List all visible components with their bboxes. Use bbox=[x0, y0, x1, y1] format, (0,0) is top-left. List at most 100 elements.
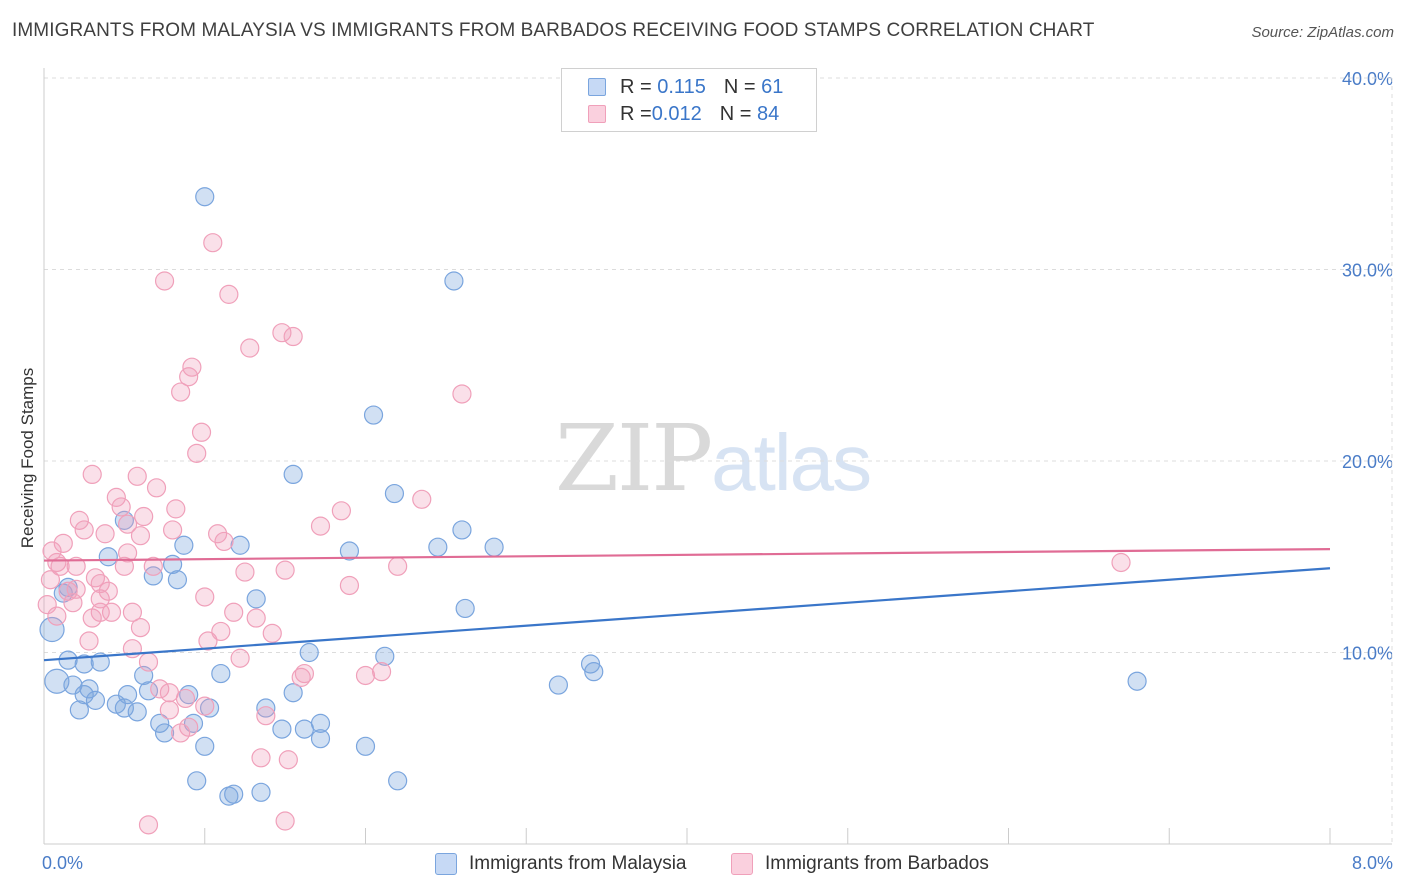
point-barbados bbox=[230, 648, 250, 668]
point-barbados bbox=[74, 520, 94, 540]
point-malaysia bbox=[428, 537, 448, 557]
point-barbados bbox=[283, 326, 303, 347]
point-malaysia bbox=[195, 187, 215, 207]
point-barbados bbox=[106, 487, 126, 507]
point-malaysia bbox=[548, 675, 569, 695]
point-barbados bbox=[272, 323, 292, 343]
point-malaysia bbox=[167, 570, 188, 590]
point-barbados bbox=[388, 556, 408, 576]
point-barbados bbox=[195, 696, 215, 716]
point-malaysia bbox=[74, 654, 94, 674]
legend-r-label: R = bbox=[620, 102, 652, 125]
point-barbados bbox=[166, 499, 186, 519]
point-malaysia bbox=[384, 483, 405, 504]
watermark-zip: ZIP bbox=[555, 405, 713, 512]
point-malaysia bbox=[283, 464, 303, 485]
point-barbados bbox=[117, 514, 138, 534]
point-barbados bbox=[134, 506, 154, 527]
source-label: Source: ZipAtlas.com bbox=[1251, 24, 1394, 41]
point-barbados bbox=[82, 608, 102, 628]
bottom-legend-label-malaysia: Immigrants from Malaysia bbox=[469, 853, 687, 874]
point-malaysia bbox=[272, 719, 292, 739]
point-barbados bbox=[214, 531, 234, 552]
point-malaysia bbox=[452, 520, 472, 540]
y-tick-label: 10.0% bbox=[1342, 644, 1393, 664]
point-barbados bbox=[69, 510, 89, 530]
point-barbados bbox=[294, 663, 315, 684]
point-barbados bbox=[98, 581, 118, 601]
point-barbados bbox=[355, 665, 376, 686]
point-malaysia bbox=[224, 784, 244, 804]
y-tick-label: 40.0% bbox=[1342, 69, 1393, 89]
point-barbados bbox=[66, 556, 86, 576]
point-barbados bbox=[256, 706, 276, 726]
x-tick-label: 0.0% bbox=[42, 853, 83, 873]
point-malaysia bbox=[90, 652, 110, 672]
bottom-legend-malaysia: Immigrants from Malaysia bbox=[435, 851, 687, 877]
point-barbados bbox=[208, 524, 228, 544]
point-malaysia bbox=[79, 679, 99, 699]
bottom-legend-swatch-barbados bbox=[731, 853, 753, 875]
point-malaysia bbox=[187, 771, 207, 791]
point-barbados bbox=[412, 489, 432, 509]
point-barbados bbox=[146, 478, 167, 498]
point-malaysia bbox=[484, 537, 504, 557]
point-barbados bbox=[122, 602, 143, 622]
point-barbados bbox=[262, 623, 282, 643]
point-malaysia bbox=[283, 683, 303, 703]
point-barbados bbox=[211, 621, 231, 642]
legend-swatch-barbados bbox=[588, 105, 606, 123]
point-barbados bbox=[95, 524, 115, 544]
point-barbados bbox=[187, 443, 207, 463]
point-malaysia bbox=[455, 598, 475, 619]
legend-swatch-malaysia bbox=[588, 78, 606, 96]
point-malaysia bbox=[1127, 671, 1147, 691]
point-barbados bbox=[275, 560, 295, 580]
legend-n-value: 84 bbox=[757, 102, 780, 125]
point-malaysia bbox=[195, 736, 215, 756]
point-malaysia bbox=[174, 535, 194, 555]
chart-title: IMMIGRANTS FROM MALAYSIA VS IMMIGRANTS F… bbox=[12, 20, 1095, 41]
point-barbados bbox=[246, 608, 266, 628]
point-malaysia bbox=[39, 616, 65, 643]
point-barbados bbox=[175, 688, 196, 709]
point-barbados bbox=[111, 497, 131, 517]
point-barbados bbox=[58, 581, 78, 601]
point-barbados bbox=[66, 579, 86, 599]
point-barbados bbox=[101, 602, 122, 622]
point-barbados bbox=[82, 464, 102, 485]
point-barbados bbox=[452, 384, 472, 404]
point-malaysia bbox=[375, 646, 395, 666]
point-barbados bbox=[130, 618, 151, 638]
point-barbados bbox=[154, 271, 175, 291]
point-barbados bbox=[47, 606, 67, 626]
legend-r-value: 0.012 bbox=[651, 102, 702, 125]
point-malaysia bbox=[127, 702, 147, 722]
legend-n-value: 61 bbox=[761, 75, 784, 98]
point-barbados bbox=[195, 587, 215, 607]
point-barbados bbox=[339, 575, 360, 596]
point-barbados bbox=[130, 526, 151, 546]
point-malaysia bbox=[299, 642, 319, 663]
point-barbados bbox=[90, 589, 110, 609]
point-barbados bbox=[159, 700, 179, 720]
point-barbados bbox=[171, 382, 191, 402]
point-barbados bbox=[90, 573, 110, 594]
point-barbados bbox=[240, 338, 260, 358]
point-malaysia bbox=[211, 663, 231, 684]
y-tick-label: 20.0% bbox=[1342, 452, 1393, 472]
point-barbados bbox=[1111, 552, 1131, 573]
bottom-legend-barbados: Immigrants from Barbados bbox=[731, 851, 989, 877]
y-tick-label: 30.0% bbox=[1342, 261, 1393, 281]
point-barbados bbox=[127, 466, 147, 486]
point-barbados bbox=[203, 233, 223, 253]
legend-n-label: N = bbox=[723, 75, 756, 98]
point-barbados bbox=[235, 562, 255, 582]
bottom-legend-label-barbados: Immigrants from Barbados bbox=[765, 853, 989, 874]
point-malaysia bbox=[310, 729, 331, 749]
point-barbados bbox=[150, 679, 170, 699]
point-malaysia bbox=[117, 685, 138, 705]
point-barbados bbox=[310, 516, 331, 536]
x-tick-label: 8.0% bbox=[1352, 853, 1393, 873]
point-malaysia bbox=[154, 723, 175, 743]
